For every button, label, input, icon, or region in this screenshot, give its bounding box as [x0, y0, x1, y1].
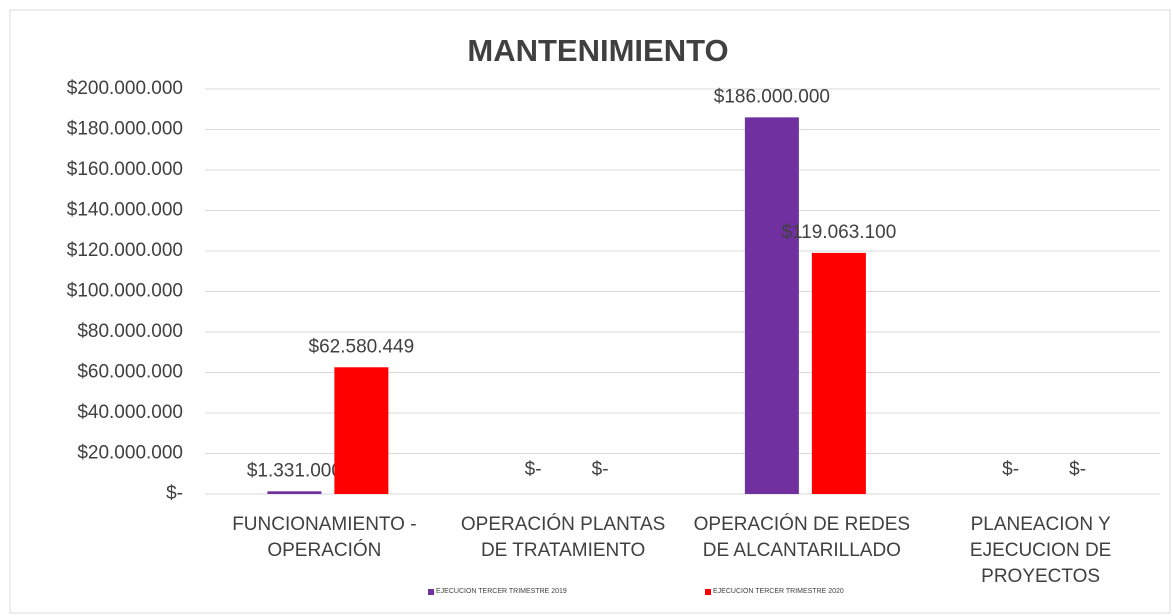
- y-tick-label: $20.000.000: [77, 443, 183, 464]
- y-tick-label: $100.000.000: [67, 281, 183, 302]
- legend-swatch: [705, 588, 711, 595]
- value-label: $-: [525, 459, 542, 480]
- bar: [334, 367, 389, 494]
- y-tick-label: $140.000.000: [67, 200, 183, 221]
- y-tick-label: $160.000.000: [67, 159, 183, 180]
- chart-frame: [9, 9, 1171, 614]
- x-tick-label: OPERACIÓN PLANTAS DE TRATAMIENTO: [460, 514, 666, 561]
- x-tick-label: OPERACIÓN DE REDES DE ALCANTARILLADO: [693, 514, 911, 561]
- bar: [811, 252, 866, 494]
- value-label: $-: [1069, 459, 1086, 480]
- legend-swatch: [428, 588, 434, 595]
- chart-title: MANTENIMIENTO: [467, 33, 728, 68]
- legend-item: EJECUCION TERCER TRIMESTRE 2019: [428, 588, 567, 595]
- y-tick-label: $60.000.000: [77, 362, 183, 383]
- x-tick-label: PLANEACION Y EJECUCION DE PROYECTOS: [969, 514, 1112, 587]
- y-tick-label: $200.000.000: [67, 78, 183, 99]
- value-label: $119.063.100: [781, 222, 896, 243]
- y-tick-label: $120.000.000: [67, 240, 183, 261]
- value-label: $1.331.000: [247, 460, 342, 481]
- legend-label: EJECUCION TERCER TRIMESTRE 2020: [713, 588, 844, 595]
- legend-item: EJECUCION TERCER TRIMESTRE 2020: [705, 588, 844, 595]
- value-label: $62.580.449: [309, 336, 415, 357]
- y-tick-label: $-: [166, 483, 183, 504]
- x-tick-label: FUNCIONAMIENTO - OPERACIÓN: [232, 514, 417, 561]
- legend-label: EJECUCION TERCER TRIMESTRE 2019: [436, 588, 567, 595]
- value-label: $-: [1002, 459, 1019, 480]
- y-tick-label: $80.000.000: [77, 321, 183, 342]
- value-label: $186.000.000: [714, 86, 830, 107]
- bar: [744, 117, 799, 494]
- y-tick-label: $180.000.000: [67, 119, 183, 140]
- y-tick-label: $40.000.000: [77, 402, 183, 423]
- bar: [267, 491, 322, 494]
- value-label: $-: [592, 459, 609, 480]
